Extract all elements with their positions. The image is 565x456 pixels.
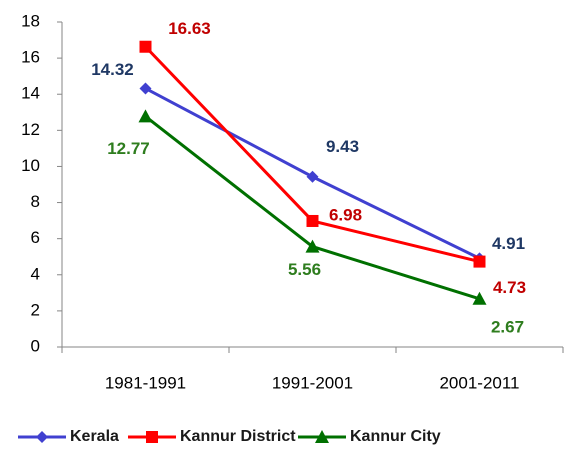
legend-marker: [146, 431, 158, 443]
y-tick-label: 4: [31, 264, 40, 283]
point: [473, 255, 486, 268]
y-tick-label: 10: [21, 156, 40, 175]
y-tick-label: 8: [31, 192, 40, 211]
legend-marker: [315, 430, 329, 443]
data-label: 2.67: [491, 317, 524, 336]
x-tick-label: 1981-1991: [105, 373, 186, 392]
point: [138, 109, 153, 123]
y-tick-label: 6: [31, 228, 40, 247]
y-tick-label: 2: [31, 300, 40, 319]
y-tick-label: 0: [31, 336, 40, 355]
data-label: 16.63: [168, 19, 211, 38]
y-tick-label: 16: [21, 48, 40, 67]
data-label: 5.56: [288, 260, 321, 279]
y-tick-label: 12: [21, 120, 40, 139]
data-label: 14.32: [91, 60, 134, 79]
x-tick-label: 1991-2001: [272, 373, 353, 392]
data-label: 6.98: [329, 205, 362, 224]
y-tick-label: 18: [21, 11, 40, 30]
y-tick-label: 14: [21, 84, 40, 103]
data-label: 12.77: [107, 139, 150, 158]
point: [306, 214, 319, 227]
point: [306, 170, 319, 183]
data-label: 4.73: [493, 278, 526, 297]
point: [139, 82, 152, 95]
legend-marker: [36, 431, 48, 443]
point: [472, 291, 487, 305]
point: [139, 40, 152, 53]
x-tick-label: 2001-2011: [439, 373, 519, 392]
legend-label: Kerala: [70, 428, 119, 445]
data-label: 9.43: [326, 137, 359, 156]
legend-label: Kannur City: [350, 428, 441, 445]
legend-label: Kannur District: [180, 428, 296, 445]
point: [305, 239, 320, 253]
data-label: 4.91: [492, 234, 525, 253]
